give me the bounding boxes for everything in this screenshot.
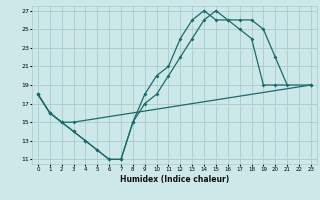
X-axis label: Humidex (Indice chaleur): Humidex (Indice chaleur) [120, 175, 229, 184]
